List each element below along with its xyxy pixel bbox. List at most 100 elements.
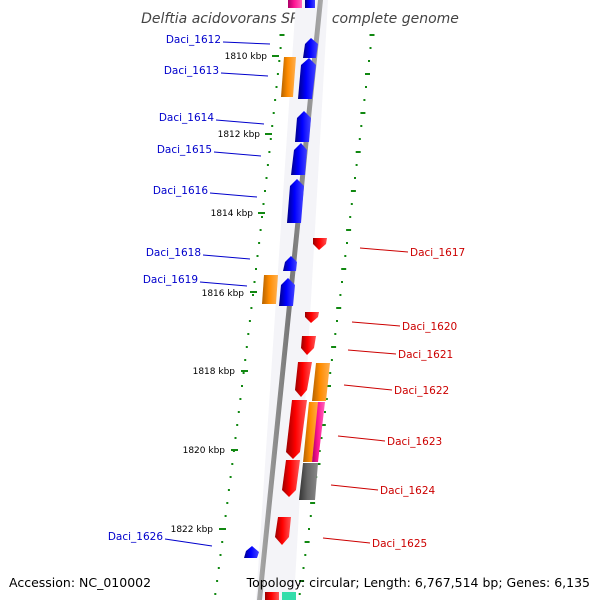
- gene-daci-1623-magenta: [312, 402, 325, 462]
- gene-label[interactable]: Daci_1616: [153, 185, 209, 197]
- track-dot: [253, 281, 256, 283]
- gene-daci-1618: [283, 256, 297, 271]
- track-dot: [244, 359, 247, 361]
- track-dot: [360, 125, 363, 127]
- label-daci-1623[interactable]: Daci_1623: [337, 435, 442, 448]
- track-dot: [214, 593, 217, 595]
- tick-mark: [219, 528, 226, 530]
- tick-label: 1816 kbp: [202, 289, 245, 299]
- track-dot: [221, 541, 224, 543]
- track-dot: [369, 47, 372, 49]
- gene-label[interactable]: Daci_1621: [398, 349, 453, 361]
- track-dot: [236, 424, 239, 426]
- track-dot: [346, 242, 348, 244]
- label-daci-1614[interactable]: Daci_1614: [159, 112, 265, 125]
- leader-line: [343, 384, 393, 391]
- track-dot: [258, 242, 261, 244]
- track-dot: [269, 138, 272, 140]
- gene-daci-1625: [275, 517, 291, 545]
- gene-daci-1626: [244, 546, 259, 558]
- gene-label[interactable]: Daci_1625: [372, 538, 427, 550]
- track-dot: [365, 86, 367, 88]
- leader-line: [164, 538, 213, 547]
- gene-label[interactable]: Daci_1612: [166, 34, 221, 46]
- gene-daci-1616: [287, 179, 304, 223]
- label-daci-1613[interactable]: Daci_1613: [164, 65, 269, 77]
- track-dot: [261, 216, 263, 218]
- leader-line: [202, 254, 251, 260]
- label-daci-1615[interactable]: Daci_1615: [157, 144, 262, 157]
- label-daci-1621[interactable]: Daci_1621: [347, 349, 453, 361]
- tick-1812: 1812 kbp: [218, 130, 272, 140]
- gene-label[interactable]: Daci_1624: [380, 485, 436, 497]
- gene-daci-1612: [303, 38, 318, 58]
- label-daci-1626[interactable]: Daci_1626: [108, 531, 213, 547]
- feature-bottom-red: [265, 592, 279, 600]
- tick-1820: 1820 kbp: [183, 446, 238, 456]
- gene-label[interactable]: Daci_1622: [394, 385, 449, 397]
- track-dot: [302, 567, 305, 569]
- track-dot: [339, 294, 342, 296]
- tick-mark: [231, 449, 238, 451]
- track-dot: [227, 489, 230, 491]
- track-dot: [242, 372, 245, 374]
- track-dot: [247, 333, 250, 335]
- label-daci-1617[interactable]: Daci_1617: [359, 247, 465, 259]
- track-dot: [275, 86, 278, 88]
- track-dot: [349, 216, 352, 218]
- reverse-gene-labels: Daci_1617 Daci_1620 Daci_1621 Daci_1622 …: [322, 247, 465, 550]
- gene-label[interactable]: Daci_1623: [387, 436, 442, 448]
- track-dot: [360, 112, 366, 114]
- track-dot: [278, 60, 281, 62]
- label-daci-1620[interactable]: Daci_1620: [351, 321, 457, 333]
- gene-daci-1624: [282, 460, 300, 497]
- tick-label: 1814 kbp: [211, 209, 254, 219]
- label-daci-1619[interactable]: Daci_1619: [143, 274, 248, 287]
- gene-label[interactable]: Daci_1619: [143, 274, 198, 286]
- gene-label[interactable]: Daci_1614: [159, 112, 215, 124]
- track-dot: [318, 450, 321, 452]
- gene-daci-1613-orange: [281, 57, 296, 97]
- track-dot: [350, 190, 356, 192]
- label-daci-1625[interactable]: Daci_1625: [322, 537, 427, 550]
- gene-label[interactable]: Daci_1613: [164, 65, 219, 77]
- gene-label[interactable]: Daci_1618: [146, 247, 201, 259]
- track-dot: [231, 463, 234, 465]
- leader-line: [222, 41, 271, 45]
- leader-line: [330, 484, 379, 491]
- gene-daci-1615: [291, 143, 307, 175]
- label-daci-1618[interactable]: Daci_1618: [146, 247, 251, 260]
- reverse-genes: [275, 238, 330, 545]
- gene-daci-1613: [298, 58, 316, 99]
- track-dot: [259, 229, 262, 231]
- gene-daci-1623-orange: [303, 402, 319, 462]
- gene-label[interactable]: Daci_1626: [108, 531, 164, 543]
- tick-mark: [250, 291, 257, 293]
- label-daci-1624[interactable]: Daci_1624: [330, 484, 436, 497]
- track-dot: [358, 138, 361, 140]
- tick-label: 1822 kbp: [171, 525, 214, 535]
- gene-daci-1617: [313, 238, 327, 250]
- label-daci-1622[interactable]: Daci_1622: [343, 384, 449, 397]
- gene-label[interactable]: Daci_1615: [157, 144, 212, 156]
- label-daci-1616[interactable]: Daci_1616: [153, 185, 258, 198]
- tick-mark: [272, 55, 279, 57]
- tick-mark: [265, 133, 272, 135]
- label-daci-1612[interactable]: Daci_1612: [166, 34, 271, 46]
- accession-text: Accession: NC_010002: [9, 575, 151, 590]
- track-dot: [331, 346, 337, 348]
- track-dot: [363, 99, 366, 101]
- tick-mark: [258, 212, 265, 214]
- track-dot: [308, 528, 310, 530]
- track-dot: [329, 372, 332, 374]
- track-dot: [274, 99, 277, 101]
- leader-line: [351, 321, 401, 327]
- gene-daci-1620: [305, 312, 319, 323]
- gene-daci-1623: [286, 400, 307, 459]
- track-dot: [226, 502, 229, 504]
- forward-genes: [244, 38, 318, 558]
- track-dot: [325, 398, 328, 400]
- gene-label[interactable]: Daci_1620: [402, 321, 457, 333]
- gene-label[interactable]: Daci_1617: [410, 247, 465, 259]
